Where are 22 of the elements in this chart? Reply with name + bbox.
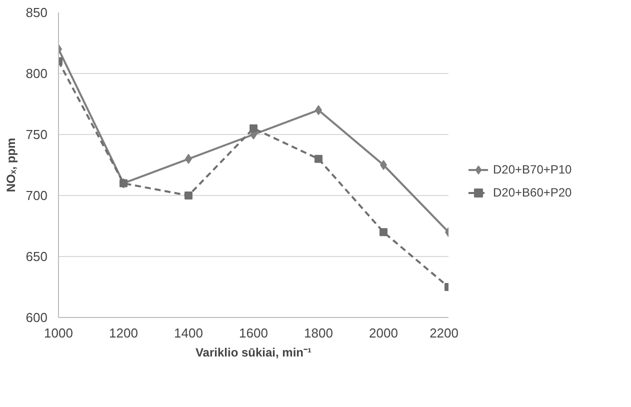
y-axis-title: NOₓ, ppm [4, 138, 18, 192]
x-tick-label: 2200 [430, 326, 458, 340]
x-tick-label: 1200 [109, 326, 138, 340]
x-tick-label: 1400 [174, 326, 203, 340]
x-tick-label: 1000 [44, 326, 73, 340]
x-axis-title: Variklio sūkiai, min⁻¹ [195, 346, 312, 360]
point [250, 124, 258, 132]
point [314, 154, 322, 163]
legend-label: D20+B60+P20 [493, 186, 572, 200]
x-tick-label: 1600 [239, 326, 268, 340]
y-tick-label: 850 [26, 5, 48, 20]
point [380, 160, 387, 170]
point [380, 228, 388, 236]
x-tick-label: 1800 [304, 326, 333, 340]
legend-label: D20+B70+P10 [493, 162, 572, 176]
y-tick-label: 800 [26, 66, 48, 81]
y-tick-label: 750 [26, 127, 48, 142]
y-tick-label: 600 [26, 310, 48, 325]
y-tick-label: 650 [26, 249, 48, 264]
point [184, 192, 192, 200]
x-tick-label: 2000 [369, 326, 398, 340]
y-tick-label: 700 [26, 188, 48, 203]
